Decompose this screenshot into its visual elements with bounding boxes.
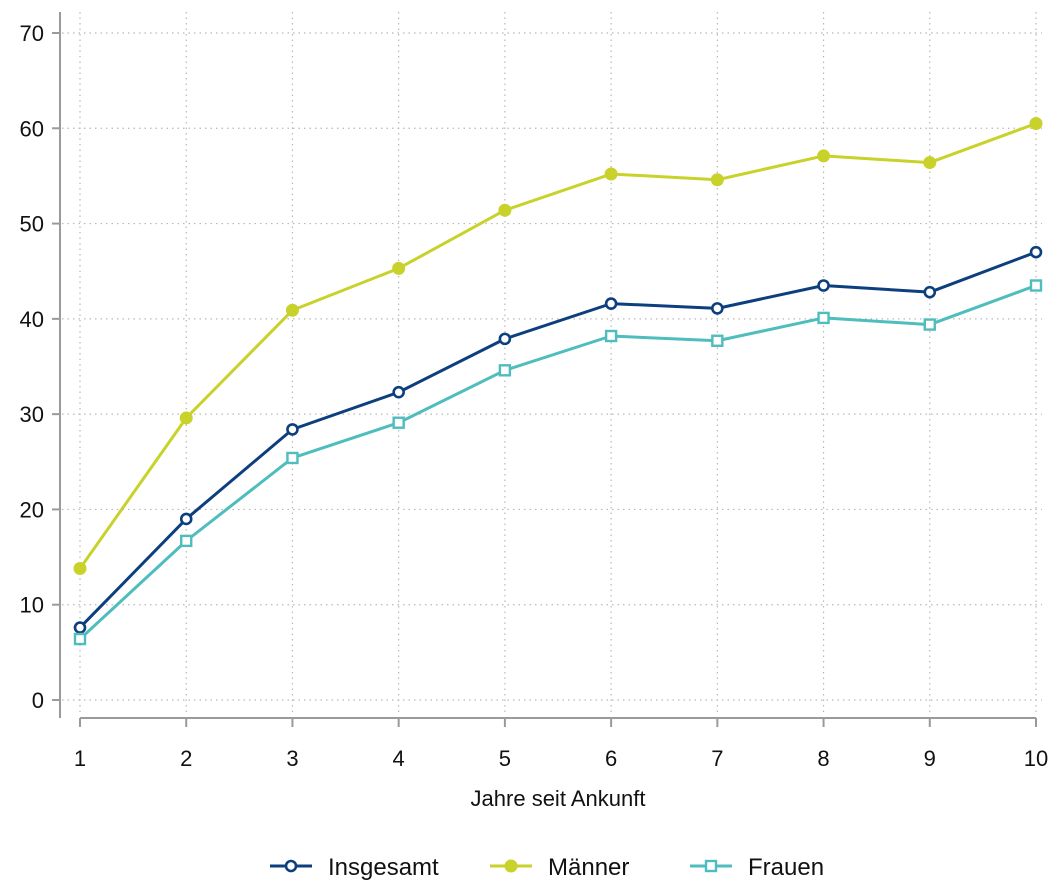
y-tick-label: 60 bbox=[20, 116, 44, 141]
data-point-maenner bbox=[710, 173, 724, 187]
series-frauen bbox=[73, 279, 1043, 646]
data-point-maenner bbox=[923, 156, 937, 170]
data-point-insgesamt bbox=[286, 423, 299, 436]
data-point-insgesamt bbox=[392, 385, 405, 399]
y-tick-label: 20 bbox=[20, 497, 44, 522]
x-axis-title: Jahre seit Ankunft bbox=[471, 786, 646, 811]
data-point-frauen bbox=[73, 632, 87, 646]
legend-item-insgesamt: Insgesamt bbox=[270, 854, 439, 881]
x-tick-label: 10 bbox=[1024, 746, 1048, 771]
data-point-frauen bbox=[604, 329, 618, 343]
series-maenner bbox=[73, 117, 1043, 576]
series-line-insgesamt bbox=[78, 250, 1037, 629]
data-point-maenner bbox=[604, 167, 618, 181]
series-line-maenner bbox=[78, 122, 1037, 570]
data-point-insgesamt bbox=[817, 279, 830, 292]
x-tick-label: 1 bbox=[74, 746, 86, 771]
data-point-maenner bbox=[179, 411, 193, 425]
data-point-frauen bbox=[498, 364, 512, 377]
data-point-frauen bbox=[711, 334, 724, 347]
legend-item-frauen: Frauen bbox=[690, 854, 824, 881]
x-tick-label: 9 bbox=[924, 746, 936, 771]
legend-swatch-marker bbox=[704, 859, 718, 873]
data-point-maenner bbox=[498, 203, 512, 217]
x-tick-label: 5 bbox=[499, 746, 511, 771]
data-point-insgesamt bbox=[73, 621, 87, 634]
y-tick-label: 0 bbox=[32, 688, 44, 713]
y-tick-label: 70 bbox=[20, 21, 44, 46]
y-tick-label: 40 bbox=[20, 307, 44, 332]
data-point-maenner bbox=[392, 261, 406, 275]
y-tick-label: 50 bbox=[20, 212, 44, 237]
data-point-insgesamt bbox=[498, 332, 512, 346]
data-point-insgesamt bbox=[1029, 245, 1043, 259]
data-point-maenner bbox=[817, 149, 831, 163]
data-point-insgesamt bbox=[604, 297, 618, 310]
axes bbox=[59, 12, 1036, 719]
x-tick-label: 8 bbox=[817, 746, 829, 771]
data-point-insgesamt bbox=[179, 512, 193, 526]
data-point-maenner bbox=[1029, 117, 1043, 131]
y-tick-label: 10 bbox=[20, 593, 44, 618]
data-point-frauen bbox=[180, 534, 193, 548]
data-point-maenner bbox=[73, 562, 87, 576]
series-insgesamt bbox=[73, 245, 1043, 634]
x-ticks: 1 2 3 4 5 6 7 8 9 10 bbox=[74, 718, 1048, 771]
legend-label: Insgesamt bbox=[328, 854, 439, 881]
legend-label: Männer bbox=[548, 854, 629, 881]
data-point-frauen bbox=[1029, 279, 1043, 292]
data-point-insgesamt bbox=[711, 302, 724, 315]
y-ticks: 0 10 20 30 40 50 60 70 bbox=[20, 21, 60, 713]
x-tick-label: 4 bbox=[393, 746, 405, 771]
data-point-insgesamt bbox=[923, 285, 937, 299]
series-line-frauen bbox=[78, 284, 1037, 641]
x-tick-label: 7 bbox=[711, 746, 723, 771]
legend: Insgesamt Männer Frauen bbox=[270, 854, 824, 881]
grid bbox=[62, 12, 1042, 716]
x-tick-label: 6 bbox=[605, 746, 617, 771]
series-group bbox=[73, 117, 1043, 646]
data-point-frauen bbox=[817, 311, 830, 325]
x-tick-label: 3 bbox=[286, 746, 298, 771]
x-tick-label: 2 bbox=[180, 746, 192, 771]
data-point-frauen bbox=[923, 318, 936, 331]
data-point-maenner bbox=[285, 303, 299, 317]
legend-label: Frauen bbox=[748, 854, 824, 881]
legend-item-maenner: Männer bbox=[490, 854, 629, 881]
y-tick-label: 30 bbox=[20, 402, 44, 427]
legend-swatch-marker bbox=[284, 859, 298, 873]
legend-swatch-marker bbox=[504, 859, 518, 873]
data-point-frauen bbox=[392, 416, 405, 429]
data-point-frauen bbox=[286, 451, 299, 465]
